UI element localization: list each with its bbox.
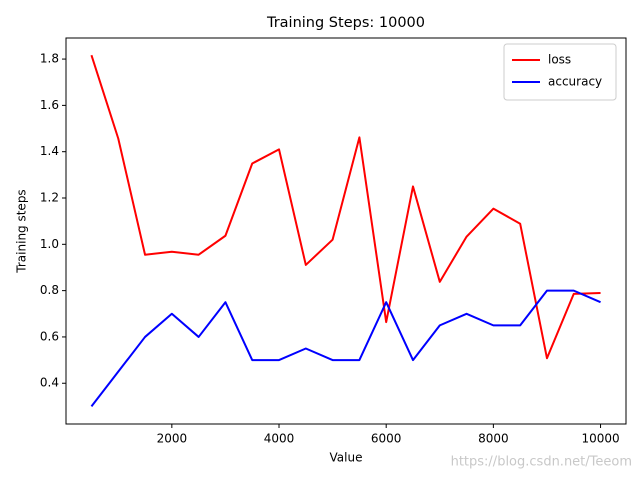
x-axis-label: Value: [330, 451, 363, 465]
y-tick-label: 1.0: [40, 237, 59, 251]
x-tick-label: 6000: [371, 432, 402, 446]
y-tick-label: 1.6: [40, 98, 59, 112]
chart-title: Training Steps: 10000: [266, 15, 425, 31]
legend-box: [503, 43, 617, 101]
y-tick-label: 0.8: [40, 283, 59, 297]
y-tick-label: 1.4: [40, 144, 59, 158]
y-tick-label: 1.8: [40, 52, 59, 66]
y-tick-label: 1.2: [40, 191, 59, 205]
legend-label: accuracy: [548, 75, 602, 89]
watermark: https://blog.csdn.net/Teeom: [451, 455, 632, 470]
y-tick-label: 0.4: [40, 376, 59, 390]
axes-frame: [65, 37, 627, 425]
y-tick-label: 0.6: [40, 329, 59, 343]
y-axis-label: Training steps: [15, 189, 29, 273]
data-line: [90, 289, 601, 408]
x-tick-label: 8000: [478, 432, 509, 446]
data-line: [90, 54, 601, 360]
legend-label: loss: [548, 53, 571, 67]
x-tick-label: 4000: [264, 432, 295, 446]
x-tick-label: 2000: [157, 432, 188, 446]
legend: loss accuracy: [503, 43, 617, 101]
x-tick-label: 10000: [581, 432, 619, 446]
